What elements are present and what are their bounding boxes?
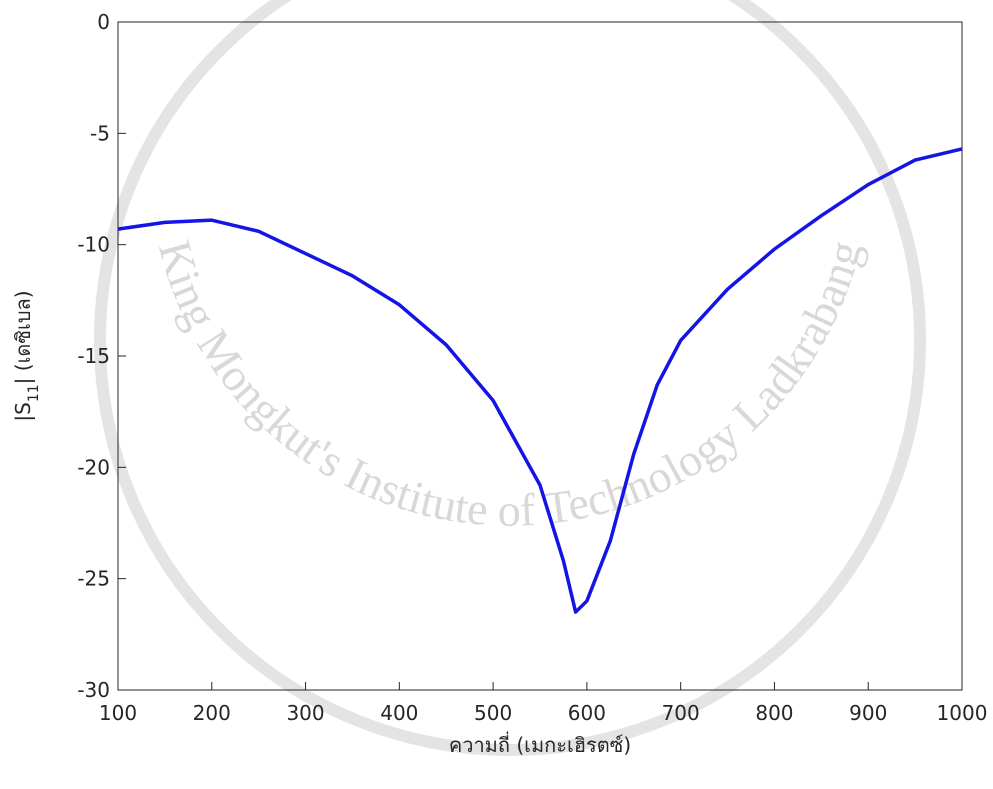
x-tick-label: 100 [99,701,137,725]
x-tick-label: 600 [568,701,606,725]
watermark: King Mongkut's Institute of Technology L… [149,235,871,536]
chart: King Mongkut's Institute of Technology L… [0,0,993,785]
y-tick-label: -25 [77,567,110,591]
x-tick-label: 700 [662,701,700,725]
x-tick-label: 900 [849,701,887,725]
x-tick-label: 400 [380,701,418,725]
y-tick-label: -15 [77,344,110,368]
y-tick-label: -30 [77,678,110,702]
y-tick-label: -5 [90,121,110,145]
y-label-prefix: |S [11,402,35,421]
x-axis-label: ความถี่ (เมกะเฮิรตซ์) [449,731,631,757]
watermark-text: King Mongkut's Institute of Technology L… [149,235,871,536]
x-tick-label: 800 [755,701,793,725]
x-tick-label: 500 [474,701,512,725]
y-tick-label: -20 [77,455,110,479]
x-tick-label: 300 [286,701,324,725]
y-tick-label: -10 [77,233,110,257]
x-tick-label: 1000 [937,701,988,725]
y-label-suffix: | (เดซิเบล) [11,290,35,384]
y-axis-label: |S11| (เดซิเบล) [11,290,42,421]
y-tick-label: 0 [97,10,110,34]
x-tick-label: 200 [193,701,231,725]
y-label-subscript: 11 [26,384,42,402]
